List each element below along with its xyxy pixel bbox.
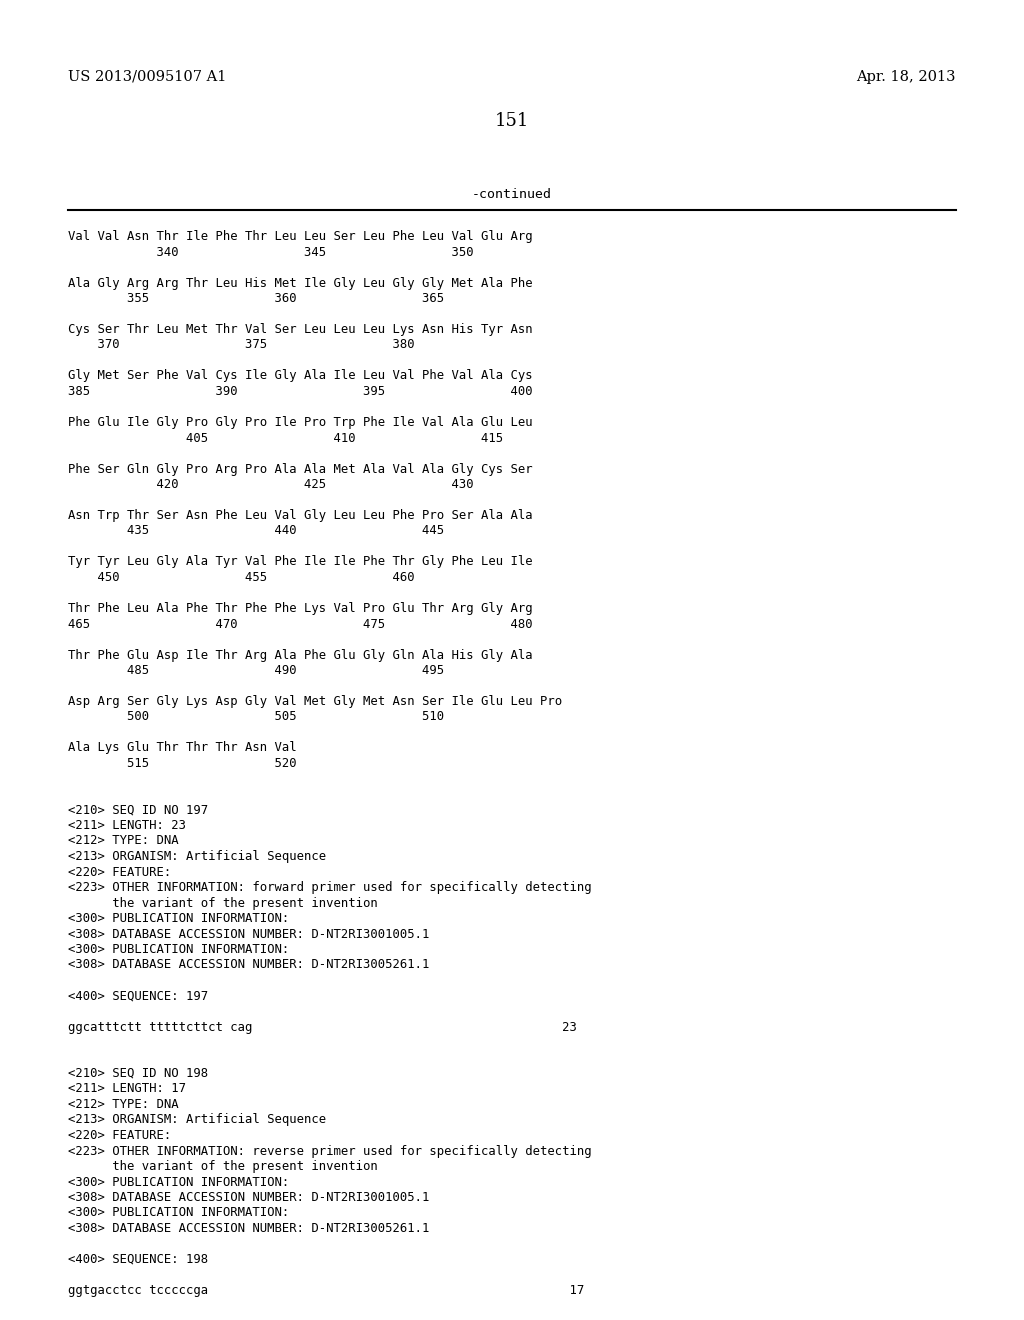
Text: Tyr Tyr Leu Gly Ala Tyr Val Phe Ile Ile Phe Thr Gly Phe Leu Ile: Tyr Tyr Leu Gly Ala Tyr Val Phe Ile Ile … <box>68 556 532 569</box>
Text: 465                 470                 475                 480: 465 470 475 480 <box>68 618 532 631</box>
Text: -continued: -continued <box>472 187 552 201</box>
Text: Val Val Asn Thr Ile Phe Thr Leu Leu Ser Leu Phe Leu Val Glu Arg: Val Val Asn Thr Ile Phe Thr Leu Leu Ser … <box>68 230 532 243</box>
Text: US 2013/0095107 A1: US 2013/0095107 A1 <box>68 70 226 84</box>
Text: Apr. 18, 2013: Apr. 18, 2013 <box>856 70 956 84</box>
Text: <210> SEQ ID NO 198: <210> SEQ ID NO 198 <box>68 1067 208 1080</box>
Text: <211> LENGTH: 23: <211> LENGTH: 23 <box>68 818 186 832</box>
Text: <211> LENGTH: 17: <211> LENGTH: 17 <box>68 1082 186 1096</box>
Text: <300> PUBLICATION INFORMATION:: <300> PUBLICATION INFORMATION: <box>68 1206 289 1220</box>
Text: 515                 520: 515 520 <box>68 756 297 770</box>
Text: <212> TYPE: DNA: <212> TYPE: DNA <box>68 1098 178 1111</box>
Text: 420                 425                 430: 420 425 430 <box>68 478 474 491</box>
Text: 450                 455                 460: 450 455 460 <box>68 572 415 583</box>
Text: <220> FEATURE:: <220> FEATURE: <box>68 866 171 879</box>
Text: <300> PUBLICATION INFORMATION:: <300> PUBLICATION INFORMATION: <box>68 1176 289 1188</box>
Text: the variant of the present invention: the variant of the present invention <box>68 1160 378 1173</box>
Text: <223> OTHER INFORMATION: reverse primer used for specifically detecting: <223> OTHER INFORMATION: reverse primer … <box>68 1144 592 1158</box>
Text: 355                 360                 365: 355 360 365 <box>68 292 444 305</box>
Text: 435                 440                 445: 435 440 445 <box>68 524 444 537</box>
Text: Phe Ser Gln Gly Pro Arg Pro Ala Ala Met Ala Val Ala Gly Cys Ser: Phe Ser Gln Gly Pro Arg Pro Ala Ala Met … <box>68 462 532 475</box>
Text: Asn Trp Thr Ser Asn Phe Leu Val Gly Leu Leu Phe Pro Ser Ala Ala: Asn Trp Thr Ser Asn Phe Leu Val Gly Leu … <box>68 510 532 521</box>
Text: <213> ORGANISM: Artificial Sequence: <213> ORGANISM: Artificial Sequence <box>68 1114 326 1126</box>
Text: 151: 151 <box>495 112 529 129</box>
Text: ggcatttctt tttttcttct cag                                          23: ggcatttctt tttttcttct cag 23 <box>68 1020 577 1034</box>
Text: Thr Phe Leu Ala Phe Thr Phe Phe Lys Val Pro Glu Thr Arg Gly Arg: Thr Phe Leu Ala Phe Thr Phe Phe Lys Val … <box>68 602 532 615</box>
Text: 405                 410                 415: 405 410 415 <box>68 432 503 445</box>
Text: the variant of the present invention: the variant of the present invention <box>68 896 378 909</box>
Text: Ala Gly Arg Arg Thr Leu His Met Ile Gly Leu Gly Gly Met Ala Phe: Ala Gly Arg Arg Thr Leu His Met Ile Gly … <box>68 276 532 289</box>
Text: <308> DATABASE ACCESSION NUMBER: D-NT2RI3001005.1: <308> DATABASE ACCESSION NUMBER: D-NT2RI… <box>68 1191 429 1204</box>
Text: Gly Met Ser Phe Val Cys Ile Gly Ala Ile Leu Val Phe Val Ala Cys: Gly Met Ser Phe Val Cys Ile Gly Ala Ile … <box>68 370 532 383</box>
Text: <213> ORGANISM: Artificial Sequence: <213> ORGANISM: Artificial Sequence <box>68 850 326 863</box>
Text: Ala Lys Glu Thr Thr Thr Asn Val: Ala Lys Glu Thr Thr Thr Asn Val <box>68 742 297 755</box>
Text: <300> PUBLICATION INFORMATION:: <300> PUBLICATION INFORMATION: <box>68 942 289 956</box>
Text: <308> DATABASE ACCESSION NUMBER: D-NT2RI3005261.1: <308> DATABASE ACCESSION NUMBER: D-NT2RI… <box>68 958 429 972</box>
Text: <400> SEQUENCE: 198: <400> SEQUENCE: 198 <box>68 1253 208 1266</box>
Text: <220> FEATURE:: <220> FEATURE: <box>68 1129 171 1142</box>
Text: 485                 490                 495: 485 490 495 <box>68 664 444 677</box>
Text: Asp Arg Ser Gly Lys Asp Gly Val Met Gly Met Asn Ser Ile Glu Leu Pro: Asp Arg Ser Gly Lys Asp Gly Val Met Gly … <box>68 696 562 708</box>
Text: <212> TYPE: DNA: <212> TYPE: DNA <box>68 834 178 847</box>
Text: 385                 390                 395                 400: 385 390 395 400 <box>68 385 532 399</box>
Text: 370                 375                 380: 370 375 380 <box>68 338 415 351</box>
Text: 500                 505                 510: 500 505 510 <box>68 710 444 723</box>
Text: 340                 345                 350: 340 345 350 <box>68 246 474 259</box>
Text: <300> PUBLICATION INFORMATION:: <300> PUBLICATION INFORMATION: <box>68 912 289 925</box>
Text: <210> SEQ ID NO 197: <210> SEQ ID NO 197 <box>68 804 208 817</box>
Text: Thr Phe Glu Asp Ile Thr Arg Ala Phe Glu Gly Gln Ala His Gly Ala: Thr Phe Glu Asp Ile Thr Arg Ala Phe Glu … <box>68 648 532 661</box>
Text: ggtgacctcc tcccccga                                                 17: ggtgacctcc tcccccga 17 <box>68 1284 585 1298</box>
Text: <308> DATABASE ACCESSION NUMBER: D-NT2RI3005261.1: <308> DATABASE ACCESSION NUMBER: D-NT2RI… <box>68 1222 429 1236</box>
Text: Phe Glu Ile Gly Pro Gly Pro Ile Pro Trp Phe Ile Val Ala Glu Leu: Phe Glu Ile Gly Pro Gly Pro Ile Pro Trp … <box>68 416 532 429</box>
Text: <400> SEQUENCE: 197: <400> SEQUENCE: 197 <box>68 990 208 1002</box>
Text: Cys Ser Thr Leu Met Thr Val Ser Leu Leu Leu Lys Asn His Tyr Asn: Cys Ser Thr Leu Met Thr Val Ser Leu Leu … <box>68 323 532 337</box>
Text: <308> DATABASE ACCESSION NUMBER: D-NT2RI3001005.1: <308> DATABASE ACCESSION NUMBER: D-NT2RI… <box>68 928 429 940</box>
Text: <223> OTHER INFORMATION: forward primer used for specifically detecting: <223> OTHER INFORMATION: forward primer … <box>68 880 592 894</box>
